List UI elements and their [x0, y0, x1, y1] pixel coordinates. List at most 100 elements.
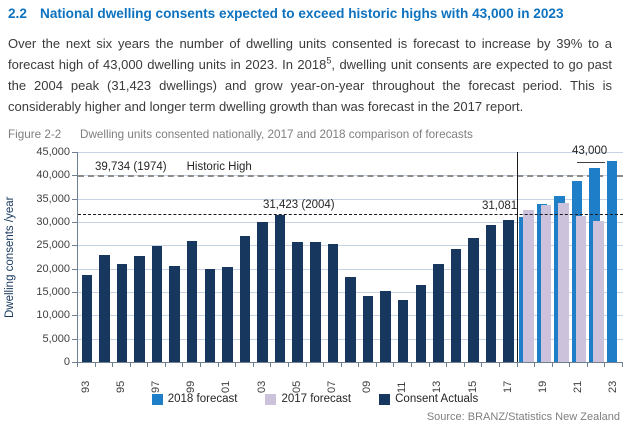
legend-swatch-2018-forecast: [151, 393, 163, 405]
x-axis-tick: [534, 363, 536, 367]
bar-actual-96: [134, 256, 145, 362]
y-axis-tick: [72, 315, 77, 317]
x-axis-tick: [252, 363, 254, 367]
bar-actual-14: [450, 248, 462, 362]
x-axis-tick: [446, 363, 448, 367]
year-slot-13: [430, 152, 448, 362]
source-note: Source: BRANZ/Statistics New Zealand: [426, 411, 620, 423]
gridline: [78, 245, 623, 247]
y-axis-tick: [72, 245, 77, 247]
y-axis-tick-label: 45,000: [36, 146, 70, 158]
x-axis-tick: [622, 363, 623, 367]
year-slot-22: [588, 152, 606, 362]
x-axis-label-05: 05: [290, 380, 303, 393]
year-slot-05: [289, 152, 307, 362]
year-slot-93: [78, 152, 96, 362]
year-slot-07: [324, 152, 342, 362]
y-axis-tick: [72, 175, 77, 177]
legend-label: Consent Actuals: [395, 393, 479, 405]
year-slot-97: [148, 152, 166, 362]
y-axis-tick-label: 5,000: [42, 332, 70, 345]
bar-actual-98: [169, 265, 180, 362]
year-slot-94: [96, 152, 114, 362]
x-axis-label-19: 19: [536, 380, 549, 393]
y-axis-tick: [72, 362, 77, 363]
year-slot-02: [236, 152, 254, 362]
historic-high-dashed-line: [78, 174, 623, 177]
x-axis-tick: [305, 363, 307, 367]
y-axis-tick: [72, 198, 77, 200]
x-axis-label-11: 11: [396, 381, 409, 393]
x-axis-tick: [375, 363, 377, 367]
legend-label: 2018 forecast: [167, 393, 238, 405]
legend-swatch-2017-forecast: [265, 393, 277, 405]
legend-item-2017-forecast: 2017 forecast: [265, 393, 351, 405]
year-slot-21: [570, 152, 588, 362]
y-axis-tick: [72, 292, 77, 293]
paragraph-text-1: Over the next six years the number of dw…: [8, 36, 612, 72]
legend-item-consent-actuals: Consent Actuals: [379, 393, 478, 405]
bar-actual-04: [274, 215, 286, 362]
y-axis-tick-label: 20,000: [36, 262, 70, 275]
bar-actual-15: [468, 238, 479, 362]
x-axis-tick: [200, 363, 202, 367]
figure-label: Figure 2-2: [8, 128, 62, 141]
y-axis-tick-label: 10,000: [36, 309, 70, 322]
bar-actual-00: [204, 268, 216, 362]
bar-2017-forecast-22: [593, 220, 604, 362]
year-slot-20: [553, 152, 571, 362]
year-slot-15: [465, 152, 483, 362]
year-slot-23: [605, 152, 623, 362]
x-axis-label-93: 93: [79, 380, 92, 393]
footnote-marker: 5: [326, 55, 332, 66]
annotation-43000-leader-line: [577, 162, 605, 163]
x-axis-label-95: 95: [114, 380, 127, 393]
x-axis-tick: [147, 363, 149, 367]
x-axis-label-15: 15: [466, 380, 479, 393]
year-slot-09: [359, 152, 377, 362]
figure-caption-row: Figure 2-2 Dwelling units consented natio…: [8, 128, 618, 141]
x-axis-tick: [112, 363, 114, 367]
chart-legend: 2018 forecast 2017 forecast Consent Actual…: [35, 393, 595, 405]
bar-2017-forecast-21: [575, 216, 587, 362]
y-axis-tick: [72, 222, 77, 223]
x-axis-tick: [498, 363, 500, 367]
legend-item-2018-forecast: 2018 forecast: [151, 393, 238, 405]
body-paragraph: Over the next six years the number of dw…: [8, 33, 612, 117]
bar-actual-12: [415, 284, 427, 362]
x-axis-tick: [463, 363, 465, 367]
bar-2017-forecast-19: [540, 205, 552, 362]
x-axis-tick: [428, 363, 430, 367]
y-axis-tick: [72, 268, 77, 270]
x-axis-tick: [569, 363, 571, 367]
bar-2017-forecast-20: [558, 202, 569, 362]
x-axis-tick: [411, 363, 413, 367]
bar-actual-95: [116, 264, 128, 362]
year-slot-00: [201, 152, 219, 362]
year-slot-06: [307, 152, 325, 362]
year-slot-99: [183, 152, 201, 362]
x-axis-label-13: 13: [431, 380, 444, 393]
bar-actual-17: [503, 219, 514, 362]
gridline: [78, 222, 623, 223]
bar-actual-99: [186, 240, 198, 362]
bar-actual-02: [239, 235, 251, 362]
x-axis-tick: [323, 363, 325, 367]
y-axis-tick: [72, 152, 77, 153]
bar-actual-09: [362, 296, 374, 362]
x-axis-label-17: 17: [501, 380, 514, 393]
year-slot-16: [482, 152, 500, 362]
x-axis-label-99: 99: [185, 380, 198, 393]
y-axis-tick: [72, 338, 77, 340]
year-slot-10: [377, 152, 395, 362]
x-axis-tick: [551, 363, 553, 367]
y-axis-tick-label: 40,000: [36, 169, 70, 182]
x-axis-tick: [182, 363, 184, 367]
y-axis-tick-label: 30,000: [36, 216, 70, 228]
y-axis-tick-label: 25,000: [36, 239, 70, 252]
x-axis-label-09: 09: [361, 380, 374, 393]
y-axis-tick-label: 35,000: [36, 192, 70, 205]
x-axis-label-07: 07: [325, 380, 338, 393]
x-axis-tick: [270, 363, 272, 367]
